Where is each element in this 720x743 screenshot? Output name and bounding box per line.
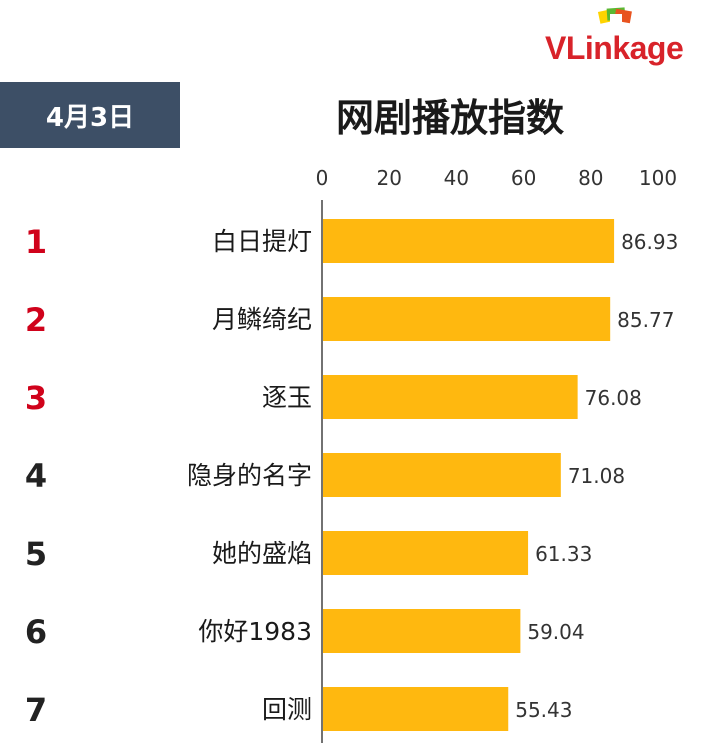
bar — [323, 453, 561, 497]
bar — [323, 375, 578, 419]
chart-title: 网剧播放指数 — [335, 96, 564, 140]
bar — [323, 531, 529, 575]
value-label: 61.33 — [535, 542, 592, 566]
category-label: 白日提灯 — [212, 227, 312, 256]
category-label: 你好1983 — [198, 617, 312, 646]
category-label: 她的盛焰 — [212, 539, 312, 568]
x-tick-label: 100 — [639, 166, 677, 190]
category-label: 隐身的名字 — [187, 461, 312, 490]
x-tick-label: 20 — [376, 166, 401, 190]
rank-number: 1 — [25, 223, 47, 261]
x-tick-label: 40 — [444, 166, 469, 190]
value-label: 55.43 — [515, 698, 572, 722]
bar-rows: 1 白日提灯 86.93 2 月鳞绮纪 85.77 3 逐玉 76.08 4 隐身的名字 71.08 5… — [25, 219, 678, 731]
rank-number: 4 — [25, 457, 47, 495]
rank-number: 6 — [25, 613, 47, 651]
bar — [323, 609, 521, 653]
brand-name: VLinkage — [545, 30, 684, 66]
value-label: 59.04 — [527, 620, 584, 644]
category-label: 逐玉 — [262, 383, 312, 412]
rank-number: 7 — [25, 691, 47, 729]
x-tick-label: 0 — [316, 166, 329, 190]
value-label: 71.08 — [568, 464, 625, 488]
bar — [323, 297, 611, 341]
brand-logo: VLinkage — [545, 4, 717, 74]
bar — [323, 687, 509, 731]
rank-number: 3 — [25, 379, 47, 417]
x-tick-label: 60 — [511, 166, 536, 190]
watermark: 爱看剧的人 — [622, 715, 712, 736]
rank-number: 5 — [25, 535, 47, 573]
category-label: 月鳞绮纪 — [212, 305, 312, 334]
x-tick-label: 80 — [578, 166, 603, 190]
value-label: 86.93 — [621, 230, 678, 254]
date-label: 4月3日 — [0, 82, 180, 148]
value-label: 85.77 — [617, 308, 674, 332]
category-label: 回测 — [262, 695, 312, 724]
bar — [323, 219, 615, 263]
x-axis-ticks: 0 20 40 60 80 100 — [316, 166, 677, 190]
logo-mark-icon — [597, 7, 632, 24]
value-label: 76.08 — [585, 386, 642, 410]
rank-number: 2 — [25, 301, 47, 339]
